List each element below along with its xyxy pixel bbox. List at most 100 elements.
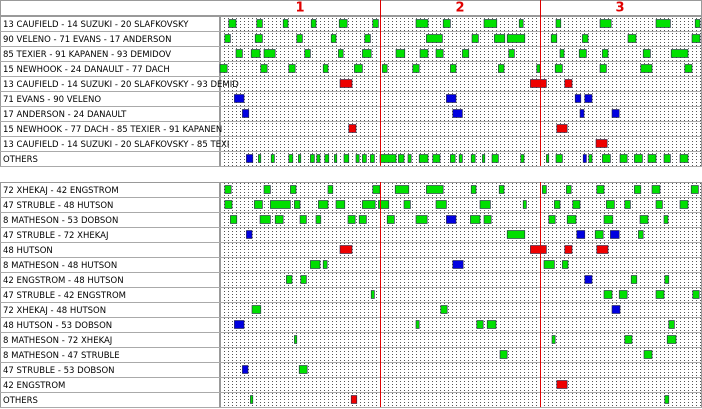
row-label: 47 STRUBLE - 48 HUTSON: [3, 201, 113, 211]
shift: [362, 200, 376, 209]
shift: [655, 19, 671, 28]
shift: [458, 154, 463, 163]
shift: [224, 200, 233, 209]
shift: [543, 260, 555, 269]
shift: [655, 290, 665, 299]
row-label: 15 NEWHOOK - 77 DACH - 85 TEXIER - 91 KA…: [3, 125, 222, 135]
shift: [224, 185, 232, 194]
shift: [663, 215, 669, 224]
shift: [228, 19, 237, 28]
shift: [564, 79, 573, 88]
shift: [310, 154, 315, 163]
shift: [556, 124, 568, 133]
shift: [470, 215, 481, 224]
shift: [520, 154, 525, 163]
shift: [471, 34, 479, 43]
shift: [234, 94, 245, 103]
shift: [288, 64, 296, 73]
shift: [318, 200, 329, 209]
row-label: 85 TEXIER - 91 KAPANEN - 93 DEMIDOV: [3, 50, 171, 60]
shift: [435, 49, 444, 58]
shift: [486, 320, 497, 329]
shift: [415, 215, 428, 224]
shift: [690, 185, 699, 194]
shift: [642, 49, 651, 58]
shift: [663, 154, 671, 163]
shift: [254, 200, 263, 209]
row-label: 48 HUTSON - 53 DOBSON: [3, 321, 112, 331]
period-label: 3: [615, 1, 624, 16]
shift: [251, 305, 262, 314]
shift: [559, 49, 565, 58]
shift: [594, 230, 604, 239]
shift: [578, 49, 587, 58]
shift: [242, 365, 249, 374]
shift: [362, 154, 367, 163]
shift: [574, 94, 582, 103]
shift: [634, 154, 643, 163]
shift: [263, 185, 271, 194]
shift: [398, 154, 405, 163]
shift: [619, 154, 628, 163]
row-label: 8 MATHESON - 53 DOBSON: [3, 216, 118, 226]
shift: [498, 64, 505, 73]
shift: [588, 154, 593, 163]
shift: [491, 154, 499, 163]
shift: [483, 19, 498, 28]
row-label: 15 NEWHOOK - 24 DANAULT - 77 DACH: [3, 65, 170, 75]
row-label: 42 ENGSTROM - 48 HUTSON: [3, 276, 124, 286]
shift: [234, 320, 245, 329]
shift: [382, 64, 388, 73]
shift: [624, 200, 631, 209]
shift: [554, 64, 563, 73]
shift: [666, 335, 677, 344]
shift: [603, 290, 613, 299]
shift: [679, 200, 689, 209]
shift: [294, 335, 298, 344]
shift: [518, 19, 524, 28]
shift: [564, 245, 573, 254]
shift: [246, 230, 253, 239]
shift: [476, 320, 484, 329]
shift: [584, 94, 593, 103]
row-label: 17 ANDERSON - 24 DANAULT: [3, 110, 127, 120]
shift: [684, 64, 693, 73]
shift: [304, 49, 311, 58]
shift: [470, 154, 476, 163]
shift: [530, 79, 547, 88]
shift: [562, 260, 569, 269]
shift: [440, 305, 448, 314]
shift: [322, 64, 329, 73]
shift: [330, 34, 337, 43]
shift: [435, 200, 447, 209]
shift: [640, 64, 653, 73]
shift: [426, 185, 444, 194]
shift: [643, 350, 653, 359]
shift: [415, 19, 429, 28]
shift: [691, 34, 701, 43]
shift: [364, 34, 371, 43]
shift: [224, 34, 231, 43]
shift: [546, 154, 550, 163]
shift: [664, 275, 670, 284]
shift: [372, 185, 381, 194]
shift: [412, 64, 420, 73]
shift: [584, 275, 593, 284]
shift: [256, 19, 263, 28]
row-label: 72 XHEKAJ - 48 HUTSON: [3, 306, 106, 316]
shift: [508, 49, 515, 58]
shift: [692, 290, 700, 299]
shift: [270, 154, 275, 163]
shift: [274, 215, 284, 224]
row-label: 47 STRUBLE - 72 XHEKAJ: [3, 231, 109, 241]
shift: [442, 19, 451, 28]
shift: [338, 19, 348, 28]
shift: [551, 335, 556, 344]
shift: [550, 34, 558, 43]
shift: [254, 34, 263, 43]
shift: [611, 305, 621, 314]
shift: [426, 34, 443, 43]
shift: [566, 185, 572, 194]
shift: [494, 34, 506, 43]
shift: [310, 19, 317, 28]
